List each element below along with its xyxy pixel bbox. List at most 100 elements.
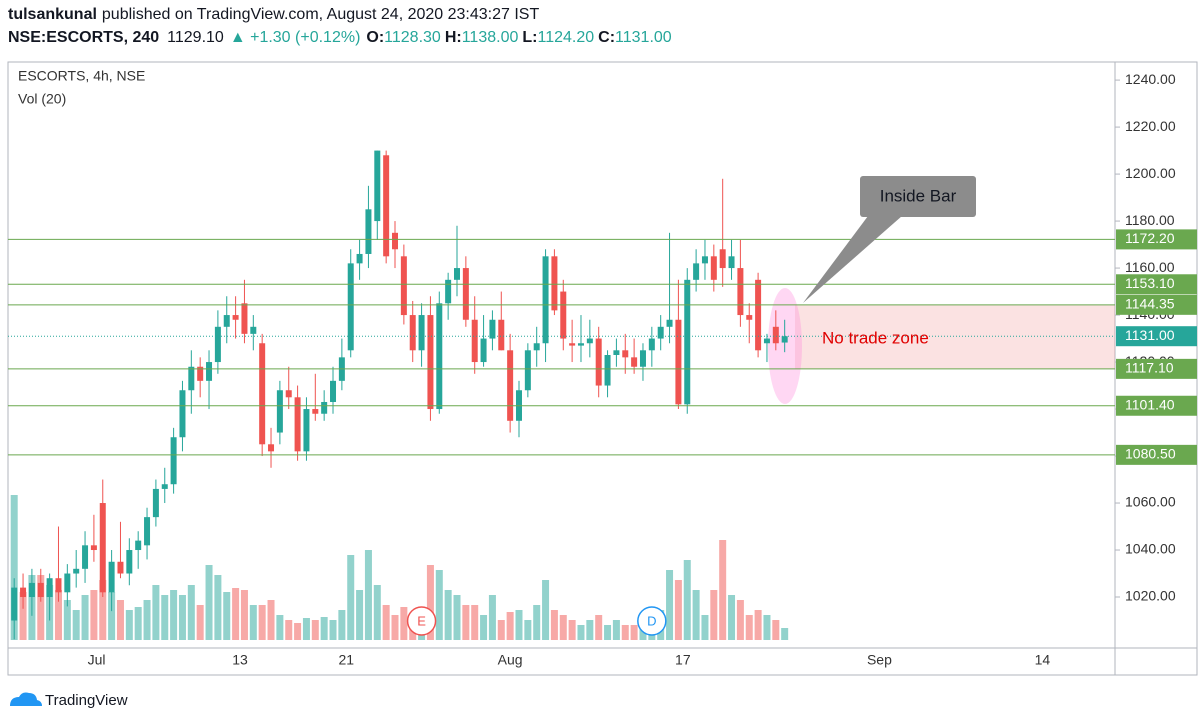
- x-tick-label: Jul: [88, 652, 106, 668]
- volume-bar: [763, 615, 771, 640]
- x-tick-label: Sep: [867, 652, 892, 668]
- candle-body: [631, 357, 638, 367]
- candle-body: [551, 256, 558, 311]
- candle-body: [772, 326, 779, 344]
- volume-bar: [568, 620, 576, 640]
- candle-body: [737, 268, 744, 316]
- candle-body: [577, 343, 584, 346]
- candle-body: [303, 409, 310, 452]
- candle-body: [37, 582, 44, 598]
- volume-bar: [249, 605, 257, 640]
- candle-body: [710, 256, 717, 280]
- candle-body: [684, 279, 691, 405]
- candle-body: [418, 315, 425, 351]
- volume-bar: [267, 600, 275, 640]
- candle-body: [586, 338, 593, 344]
- candle-body: [285, 390, 292, 398]
- volume-bar: [356, 590, 364, 640]
- level-label: 1153.10: [1125, 275, 1175, 291]
- candle-body: [365, 209, 372, 254]
- quote-line: NSE:ESCORTS, 240 1129.10 ▲ +1.30 (+0.12%) O…: [8, 29, 672, 46]
- volume-bar: [736, 600, 744, 640]
- candle-body: [409, 315, 416, 351]
- level-label-box: [1116, 395, 1197, 416]
- volume-bar: [134, 607, 142, 640]
- y-tick-label: 1220.00: [1125, 118, 1176, 134]
- volume-bar: [506, 612, 514, 640]
- candle-body: [108, 561, 115, 593]
- high: 1138.00: [462, 29, 519, 46]
- candle-body: [462, 268, 469, 320]
- level-label-box: [1116, 274, 1197, 295]
- candle-body: [675, 319, 682, 405]
- candle-body: [144, 517, 151, 546]
- volume-bar: [373, 585, 381, 640]
- logo-text: TradingView: [45, 692, 128, 709]
- volume-bar: [232, 588, 240, 640]
- event-label: D: [647, 613, 656, 628]
- volume-bar: [116, 600, 124, 640]
- y-tick-label: 1160.00: [1125, 259, 1175, 275]
- symbol: NSE:ESCORTS, 240: [8, 29, 159, 46]
- volume-bar: [462, 605, 470, 640]
- y-tick-label: 1200.00: [1125, 165, 1176, 181]
- candle-body: [294, 397, 301, 452]
- candle-body: [755, 279, 762, 351]
- volume-bar: [533, 605, 541, 640]
- open-label: O:: [366, 29, 384, 46]
- candle-body: [666, 319, 673, 327]
- candle-body: [20, 587, 27, 598]
- candle-body: [135, 540, 142, 551]
- level-label-box: [1116, 444, 1197, 465]
- candle-body: [90, 545, 97, 551]
- level-label: 1117.10: [1125, 360, 1174, 376]
- volume-bar: [196, 605, 204, 640]
- volume-bar: [559, 615, 567, 640]
- volume-bar: [170, 590, 178, 640]
- candle-body: [232, 315, 239, 320]
- candle-body: [99, 503, 106, 593]
- candle-body: [480, 338, 487, 363]
- volume-bar: [285, 620, 293, 640]
- y-tick-label: 1060.00: [1125, 494, 1176, 510]
- candle-body: [321, 401, 328, 414]
- volume-bar: [577, 625, 585, 640]
- candle-body: [392, 232, 399, 250]
- candle-body: [206, 362, 213, 381]
- candle-body: [471, 319, 478, 363]
- candle-body: [330, 380, 337, 402]
- candle-body: [223, 315, 230, 327]
- candle-body: [604, 355, 611, 386]
- candle-body: [489, 319, 496, 339]
- volume-bar: [621, 625, 629, 640]
- candle-body: [533, 343, 540, 351]
- last-price-box: [1116, 326, 1197, 347]
- volume-bar: [612, 620, 620, 640]
- volume-bar: [223, 592, 231, 640]
- candle-body: [82, 545, 89, 569]
- last-price-label: 1131.00: [1125, 327, 1175, 343]
- candle-body: [250, 326, 257, 334]
- volume-bar: [781, 628, 789, 640]
- level-label-box: [1116, 358, 1197, 379]
- callout-box: [860, 176, 976, 217]
- volume-bar: [178, 595, 186, 640]
- volume-bar: [745, 615, 753, 640]
- volume-bar: [240, 590, 248, 640]
- level-label: 1144.35: [1125, 296, 1175, 312]
- volume-bar: [72, 610, 80, 640]
- volume-bar: [719, 540, 727, 640]
- plot: 1020.001040.001060.001080.001100.001120.…: [8, 71, 1197, 668]
- published: published on TradingView.com, August 24,…: [102, 6, 540, 23]
- candle-body: [276, 390, 283, 433]
- level-label: 1080.50: [1125, 446, 1176, 462]
- candle-body: [427, 315, 434, 410]
- candle-body: [117, 561, 124, 574]
- volume-bar: [772, 620, 780, 640]
- candle-body: [400, 256, 407, 316]
- candle-body: [560, 291, 567, 339]
- callout-pointer: [803, 216, 902, 303]
- candle-body: [312, 409, 319, 414]
- volume-bar: [488, 595, 496, 640]
